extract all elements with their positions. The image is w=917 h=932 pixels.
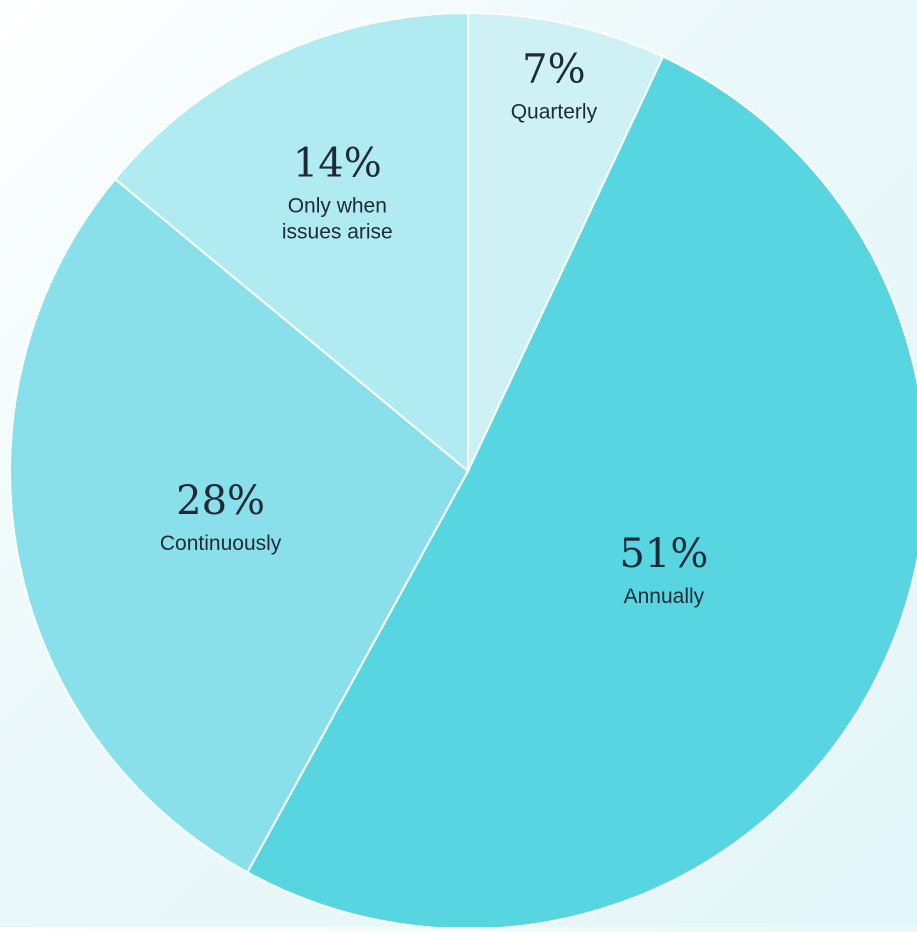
slices-layer (8, 11, 917, 930)
slice-category-label: issues arise (282, 220, 393, 243)
slice-percent-label: 7% (522, 47, 585, 93)
slice-label-group-only-when-issues-arise: 14% Only when issues arise (282, 140, 393, 243)
slice-percent-label: 14% (293, 140, 382, 186)
slice-percent-label: 51% (619, 531, 708, 577)
slice-label-group-continuously: 28% Continuously (160, 478, 282, 555)
pie-slice-quarterly (467, 11, 665, 472)
slice-category-label: Quarterly (511, 101, 598, 124)
slice-category-label: Only when (288, 194, 387, 217)
pie-slice-continuously (8, 177, 470, 874)
slice-label-group-annually: 51% Annually (619, 531, 708, 608)
slice-category-label: Annually (624, 585, 705, 608)
slice-category-label: Continuously (160, 532, 282, 555)
labels-layer: 7% Quarterly 51% Annually 28% Continuously 14%… (160, 47, 708, 608)
slice-label-group-quarterly: 7% Quarterly (511, 47, 598, 124)
slice-percent-label: 28% (176, 478, 265, 524)
pie-slice-only-when-issues-arise (113, 11, 469, 474)
